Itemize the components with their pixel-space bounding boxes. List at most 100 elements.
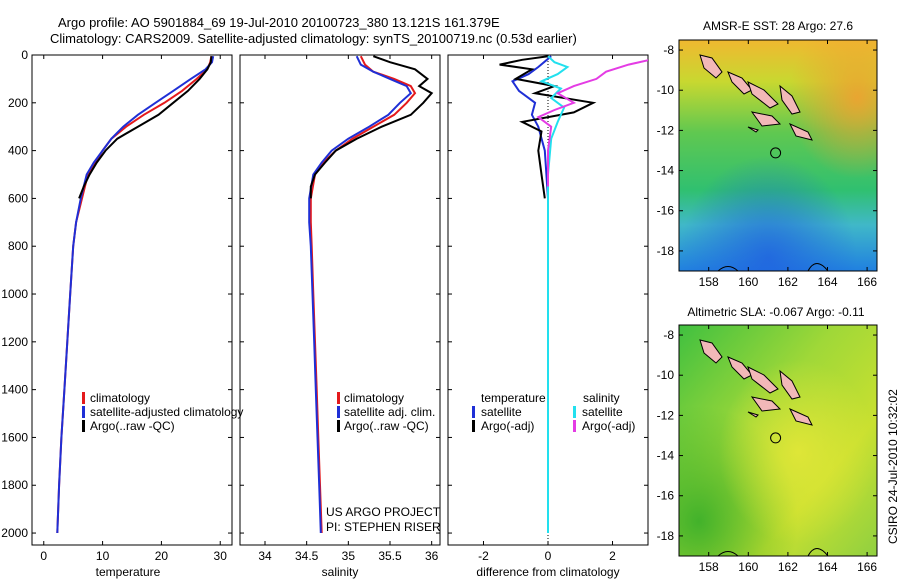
map-xtick-label: 164 — [817, 560, 837, 574]
difference-legend: temperature satellite Argo(-adj) salinit… — [472, 391, 635, 433]
legend-swatch-temp-satellite — [472, 406, 475, 418]
sla-map-islands — [699, 339, 813, 426]
legend-swatch-sal-sat — [573, 406, 576, 418]
legend-swatch-climatology — [82, 392, 85, 404]
series-line-difference-2 — [538, 55, 570, 533]
sla-map-land-south — [717, 548, 829, 557]
series-line-temperature-1 — [56, 56, 215, 534]
map-ytick-label: -10 — [657, 83, 675, 97]
legend-swatch-satellite-adjusted — [82, 406, 85, 418]
xtick-label: 34 — [258, 549, 272, 563]
header-title-line2: Climatology: CARS2009. Satellite-adjuste… — [50, 31, 577, 46]
map-ytick-label: -16 — [657, 489, 675, 503]
temperature-axes-frame — [31, 54, 233, 546]
legend-swatch-sal-argo-adj — [573, 420, 576, 432]
ytick-label: 1600 — [1, 430, 28, 444]
legend-label-sal-argo: Argo(..raw -QC) — [344, 419, 429, 433]
xtick-label: 36 — [425, 549, 439, 563]
island-bougainville — [699, 54, 723, 79]
sla-map-panel: Altimetric SLA: -0.067 Argo: -0.11 158 16… — [657, 305, 878, 574]
xtick-label: 35.5 — [378, 549, 402, 563]
xtick-label: 35 — [342, 549, 356, 563]
sla-map-yticks: -8 -10 -12 -14 -16 -18 — [657, 328, 877, 543]
map-ytick-label: -8 — [663, 328, 674, 342]
legend-label-climatology: climatology — [90, 391, 150, 405]
island-rennell — [747, 126, 759, 133]
map-ytick-label: -14 — [657, 449, 675, 463]
ytick-label: 2000 — [1, 526, 28, 540]
legend-swatch-temp-argo — [472, 420, 475, 432]
salinity-xlabel: salinity — [322, 565, 359, 579]
xtick-label: 20 — [155, 549, 169, 563]
map-ytick-label: -18 — [657, 244, 675, 258]
xtick-label: -2 — [478, 549, 489, 563]
island-malaita-2 — [779, 369, 801, 400]
ytick-label: 0 — [21, 48, 28, 62]
legend-label-temp-argo: Argo(-adj) — [481, 419, 534, 433]
series-line-salinity-1 — [308, 55, 413, 534]
difference-panel: -2 0 2 difference from climatology tempera… — [447, 54, 649, 579]
salinity-legend: climatology satellite adj. clim. Argo(..… — [337, 391, 435, 433]
xtick-label: 2 — [609, 549, 616, 563]
sla-map-yellow-overlay — [679, 325, 877, 556]
island-santa-isabel — [747, 81, 779, 109]
xtick-label: 30 — [214, 549, 228, 563]
map-xtick-label: 158 — [699, 275, 719, 289]
temperature-panel: 0 200 400 600 800 1000 1200 1400 1600 1800 2000 0 1… — [1, 48, 243, 579]
project-note-line2: PI: STEPHEN RISER — [326, 520, 441, 534]
sst-map-land-south — [717, 263, 829, 272]
sst-map-title: AMSR-E SST: 28 Argo: 27.6 — [703, 19, 853, 33]
island-makira-2 — [788, 407, 813, 426]
xtick-label: 0 — [40, 549, 47, 563]
island-choiseul — [727, 71, 753, 95]
map-ytick-label: -12 — [657, 123, 675, 137]
xtick-label: 10 — [96, 549, 110, 563]
temperature-xlabel: temperature — [96, 565, 161, 579]
project-note-line1: US ARGO PROJECT — [326, 505, 441, 519]
legend-swatch-argo — [82, 420, 85, 432]
island-makira — [788, 122, 813, 141]
map-xtick-label: 162 — [778, 275, 798, 289]
ytick-label: 200 — [8, 96, 28, 110]
difference-yticks — [448, 54, 648, 534]
island-bougainville-2 — [699, 339, 723, 364]
legend-label-sal-argo-adj: Argo(-adj) — [582, 419, 635, 433]
ytick-label: 400 — [8, 144, 28, 158]
legend-label-satellite-adjusted: satellite-adjusted climatology — [90, 405, 243, 419]
map-xtick-label: 166 — [857, 560, 877, 574]
temperature-legend: climatology satellite-adjusted climatolo… — [82, 391, 243, 433]
map-xtick-label: 160 — [738, 275, 758, 289]
map-xtick-label: 160 — [738, 560, 758, 574]
legend-swatch-sal-argo — [337, 420, 340, 432]
map-xtick-label: 162 — [778, 560, 798, 574]
temperature-yticks: 0 200 400 600 800 1000 1200 1400 1600 1800 2000 — [1, 48, 232, 540]
sla-argo-marker — [770, 432, 782, 444]
series-line-salinity-0 — [309, 55, 417, 534]
salinity-xticks: 34 34.5 35 35.5 36 — [258, 55, 439, 563]
legend-label-sal-satellite: satellite adj. clim. — [344, 405, 435, 419]
salinity-panel: 34 34.5 35 35.5 36 salinity climatology sate… — [239, 54, 441, 579]
salinity-yticks — [240, 54, 440, 534]
ytick-label: 1000 — [1, 287, 28, 301]
ytick-label: 800 — [8, 239, 28, 253]
header-title-line1: Argo profile: AO 5901884_69 19-Jul-2010 … — [58, 15, 500, 30]
island-rennell-2 — [747, 411, 759, 418]
island-choiseul-2 — [727, 356, 753, 380]
sla-map-xticks: 158 160 162 164 166 — [699, 325, 877, 574]
ytick-label: 1200 — [1, 335, 28, 349]
island-malaita — [779, 84, 801, 115]
legend-swatch-sal-satellite — [337, 406, 340, 418]
map-ytick-label: -18 — [657, 529, 675, 543]
island-santa-isabel-2 — [747, 366, 779, 394]
sst-map-cool-overlay — [679, 40, 877, 271]
map-ytick-label: -16 — [657, 204, 675, 218]
sst-map-frame — [678, 39, 878, 272]
map-ytick-label: -8 — [663, 43, 674, 57]
temperature-xticks: 0 10 20 30 — [40, 55, 227, 563]
ytick-label: 600 — [8, 191, 28, 205]
legend-label-temp-satellite: satellite — [481, 405, 522, 419]
legend-title-salinity: salinity — [583, 391, 620, 405]
map-xtick-label: 164 — [817, 275, 837, 289]
series-line-difference-3 — [536, 59, 648, 187]
